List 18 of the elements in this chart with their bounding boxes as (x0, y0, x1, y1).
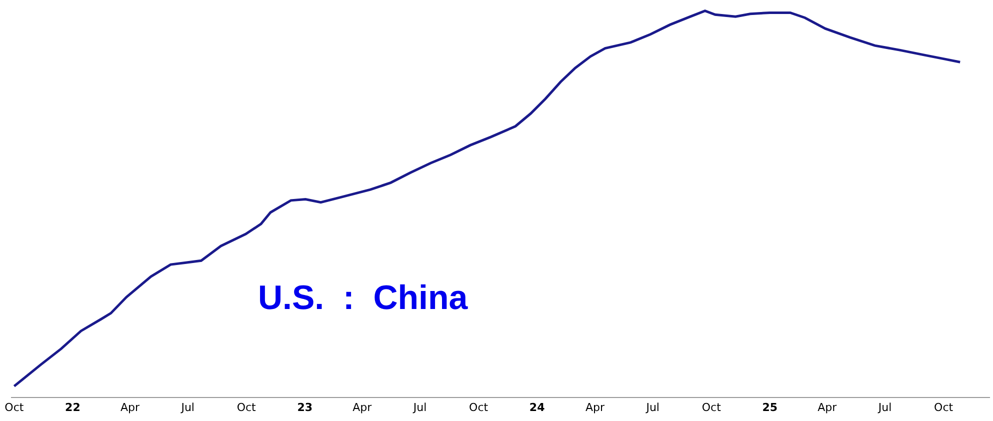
x-tick-label: Jul (645, 401, 660, 414)
x-tick-label: 23 (297, 401, 313, 414)
x-tick-label: Apr (585, 401, 605, 414)
x-tick-label: Jul (412, 401, 427, 414)
x-tick-label: 22 (65, 401, 80, 414)
x-tick-label: Oct (702, 401, 722, 414)
x-tick-label: Oct (469, 401, 489, 414)
x-tick-label: 25 (762, 401, 778, 414)
x-tick-label: Apr (120, 401, 140, 414)
x-tick-label: Jul (877, 401, 892, 414)
annotation: U.S. : China (258, 279, 469, 317)
x-tick-label: 24 (529, 401, 546, 414)
x-tick-label: Oct (236, 401, 257, 414)
x-tick-label: Jul (180, 401, 194, 414)
x-tick-label: Oct (934, 401, 954, 414)
x-tick-label: Apr (352, 401, 372, 414)
x-tick-label: Apr (818, 401, 838, 414)
x-tick-label: Oct (4, 401, 24, 414)
